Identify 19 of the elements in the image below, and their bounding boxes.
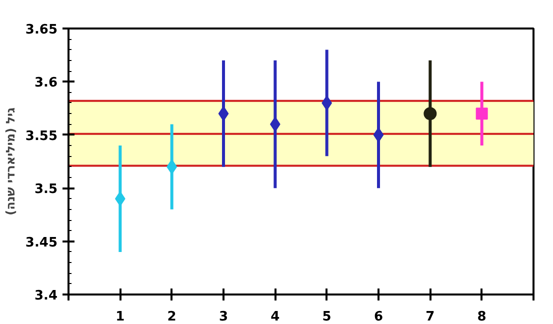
x-tick-label: 3 — [218, 310, 228, 324]
point — [424, 107, 437, 120]
x-tick-label: 1 — [116, 310, 125, 324]
x-tick-label: 4 — [270, 310, 280, 324]
y-tick-label: 3.65 — [25, 22, 58, 38]
point — [373, 127, 384, 142]
x-tick-label: 2 — [167, 310, 176, 324]
y-tick-label: 3.6 — [34, 76, 58, 91]
x-tick-label: 8 — [477, 310, 486, 324]
y-tick-label: 3.45 — [25, 235, 58, 250]
y-tick-label: 3.5 — [34, 182, 58, 198]
x-tick-label: 6 — [374, 310, 384, 324]
point — [218, 106, 229, 122]
x-tick-label: 5 — [322, 310, 332, 324]
x-tick-label: 7 — [426, 310, 435, 324]
y-tick-label: 3.55 — [25, 128, 58, 144]
y-tick-label: 3.4 — [34, 288, 58, 304]
y-axis-title: גיל (מיליארדי שנה) — [3, 106, 18, 216]
point — [476, 108, 488, 120]
